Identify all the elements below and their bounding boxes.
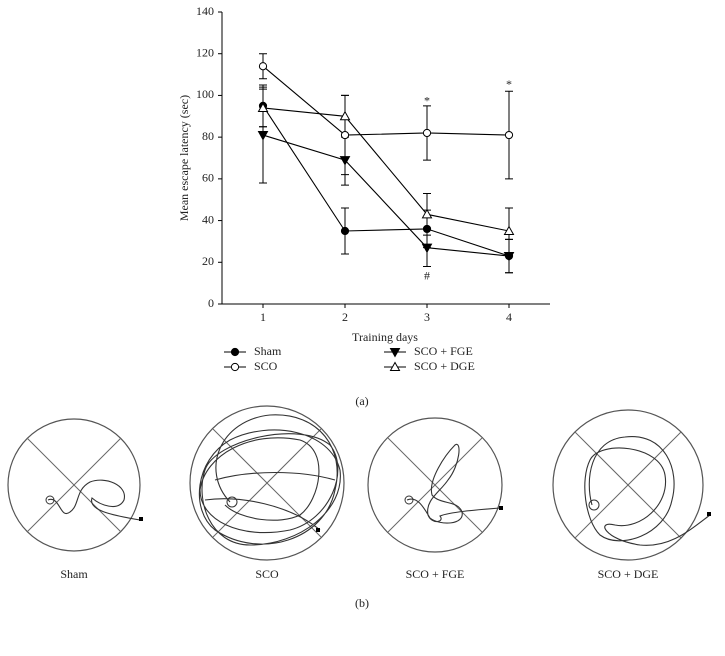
data-point [257,102,269,112]
y-tick-label: 0 [208,296,214,310]
panel-label: SCO [255,567,279,581]
annotation: * [424,93,430,107]
panel-label: Sham [60,567,88,581]
data-point [339,110,351,121]
y-tick-label: 120 [196,45,214,59]
data-point [503,225,515,235]
legend-marker [230,362,240,372]
legend-marker [389,348,401,358]
y-tick-label: 20 [202,254,214,268]
x-tick-label: 3 [424,310,430,324]
annotation: # [424,269,430,283]
data-point [258,62,268,71]
x-tick-label: 2 [342,310,348,324]
data-point [257,131,269,141]
legend-label: SCO [254,359,278,373]
data-point [421,243,433,254]
swim-path-sco [189,405,345,561]
y-tick-label: 80 [202,129,214,143]
data-point [340,226,350,236]
y-axis-label: Mean escape latency (sec) [177,95,191,221]
y-tick-label: 60 [202,171,214,185]
y-tick-label: 100 [196,87,214,101]
legend-label: SCO + DGE [414,359,475,373]
data-point [340,130,350,140]
legend-label: Sham [254,344,282,358]
swim-path-sco-fge [367,417,503,553]
legend-label: SCO + FGE [414,344,473,358]
caption-b: (b) [355,596,369,610]
data-point [504,130,514,140]
x-tick-label: 1 [260,310,266,324]
legend-marker [230,347,240,357]
data-point [422,128,432,138]
y-tick-label: 140 [196,4,214,18]
swim-path-sco-dge [552,409,711,561]
annotation: * [506,77,512,91]
x-tick-label: 4 [506,310,512,324]
x-axis-label: Training days [352,330,418,344]
legend-marker [389,361,401,371]
y-tick-label: 40 [202,212,214,226]
data-point [421,208,433,219]
data-point [422,224,432,234]
caption-a: (a) [355,394,368,408]
series-line [262,105,510,257]
data-point [503,252,515,262]
panel-label: SCO + FGE [406,567,465,581]
series-line [262,134,510,257]
swim-path-sham [7,418,143,552]
data-point [339,156,351,166]
series-line [262,107,510,232]
panel-label: SCO + DGE [598,567,659,581]
series-line [262,65,510,136]
